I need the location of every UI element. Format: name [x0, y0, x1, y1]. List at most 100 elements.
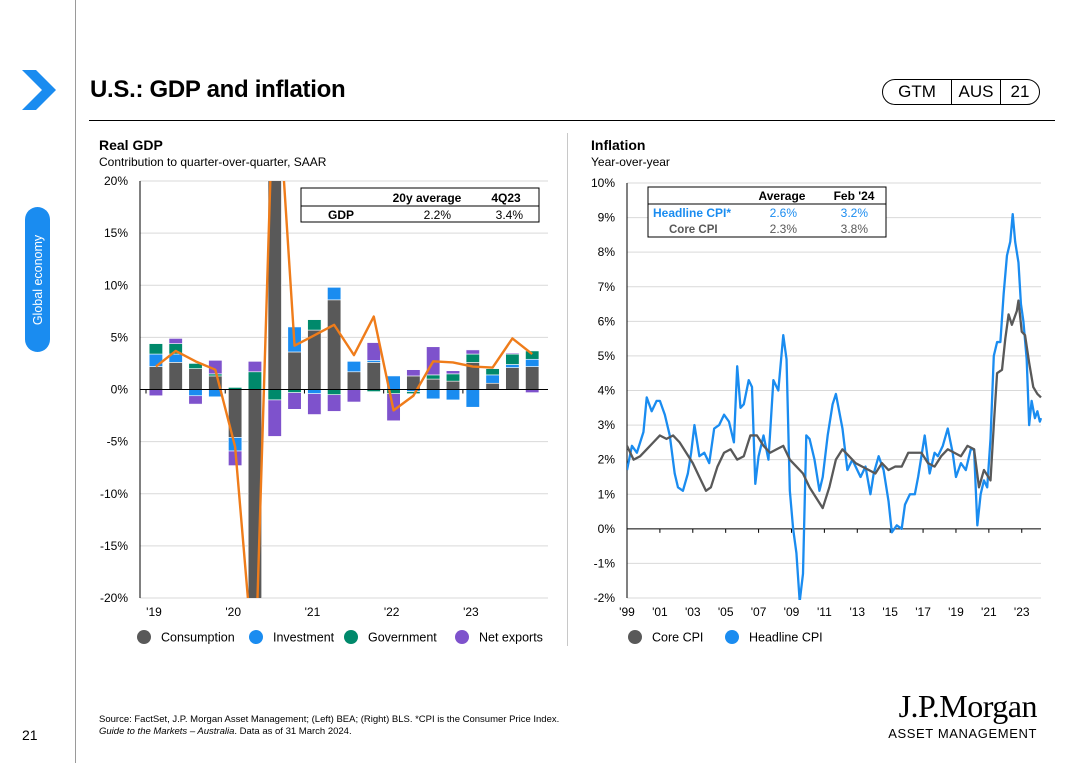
badge-page: 21 [1010, 82, 1030, 101]
inf-y-tick-label: -1% [594, 556, 616, 570]
source-line-1: Source: FactSet, J.P. Morgan Asset Manag… [99, 714, 560, 725]
inf-x-tick-label: '99 [619, 605, 635, 619]
inf-x-tick-label: '19 [948, 605, 964, 619]
bar-net-exports [465, 349, 480, 355]
legend-investment-marker [249, 630, 263, 644]
guide-badge: GTM AUS 21 [882, 79, 1040, 105]
badge-region: AUS [951, 80, 1001, 104]
gdp-y-tick-label: 5% [111, 330, 129, 344]
legend-net-exports-label: Net exports [479, 631, 543, 645]
bar-government [148, 343, 163, 355]
bar-government [188, 363, 203, 369]
gdp-x-tick-label: '23 [463, 605, 479, 619]
headline-cpi-line [627, 212, 1043, 600]
bar-net-exports [445, 370, 461, 375]
inf-y-tick-label: 3% [598, 418, 616, 432]
inf-x-tick-label: '11 [817, 605, 832, 619]
inf-y-tick-label: 1% [598, 487, 616, 501]
inflation-chart-title: Inflation [591, 137, 646, 153]
inf-table-core-average: 2.3% [770, 222, 798, 236]
bar-net-exports [307, 393, 322, 415]
gdp-y-tick-label: -10% [100, 487, 128, 501]
inflation-chart-subtitle: Year-over-year [591, 155, 670, 169]
inf-x-tick-label: '15 [882, 605, 898, 619]
gdp-y-tick-label: -5% [107, 435, 129, 449]
gdp-y-tick-label: 0% [111, 383, 129, 397]
gdp-table-header: 20y average [393, 191, 462, 205]
inf-table-header-feb: Feb '24 [834, 189, 875, 203]
inf-y-tick-label: 4% [598, 384, 616, 398]
inf-x-tick-label: '03 [685, 605, 701, 619]
inf-y-tick-label: 8% [598, 245, 616, 259]
legend-consumption-label: Consumption [161, 631, 235, 645]
legend-government-label: Government [368, 631, 437, 645]
section-side-tab[interactable]: Global economy [25, 207, 50, 352]
logo-wordmark: J.P.Morgan [898, 688, 1038, 724]
gdp-chart-subtitle: Contribution to quarter-over-quarter, SA… [99, 155, 327, 169]
inf-x-tick-label: '23 [1014, 605, 1030, 619]
inf-y-tick-label: 2% [598, 453, 616, 467]
left-margin-rule [75, 0, 76, 763]
inf-x-tick-label: '05 [718, 605, 734, 619]
source-line-2: Guide to the Markets – Australia. Data a… [99, 726, 559, 738]
inf-x-tick-label: '09 [784, 605, 800, 619]
bar-net-exports [505, 352, 520, 355]
legend-core-cpi-marker [628, 630, 642, 644]
source-guide-title: Guide to the Markets – Australia [99, 726, 235, 737]
bar-government [525, 350, 540, 360]
title-rule [89, 120, 1055, 121]
legend-headline-cpi-label: Headline CPI [749, 631, 823, 645]
gdp-y-tick-label: 10% [104, 278, 128, 292]
legend-core-cpi-label: Core CPI [652, 631, 703, 645]
logo-subtitle: ASSET MANAGEMENT [888, 726, 1037, 741]
gdp-bars [148, 181, 540, 598]
inf-table-headline-label: Headline CPI* [653, 206, 731, 220]
bar-net-exports [406, 369, 421, 377]
inf-y-tick-label: 7% [598, 280, 616, 294]
gdp-y-tick-label: -20% [100, 591, 128, 605]
bar-investment [327, 287, 342, 301]
inf-y-tick-label: 6% [598, 314, 616, 328]
inf-table-headline-average: 2.6% [770, 206, 798, 220]
gdp-table-average: 2.2% [424, 208, 452, 222]
core-cpi-line [627, 299, 1042, 510]
bar-net-exports [188, 395, 203, 405]
gdp-chart-title: Real GDP [99, 137, 163, 153]
gdp-table-header: 4Q23 [491, 191, 521, 205]
legend-consumption-marker [137, 630, 151, 644]
gdp-x-tick-label: '20 [225, 605, 241, 619]
page-title: U.S.: GDP and inflation [90, 76, 346, 103]
gdp-table-4q23: 3.4% [496, 208, 524, 222]
inf-x-tick-label: '07 [751, 605, 767, 619]
gdp-x-tick-label: '22 [384, 605, 400, 619]
inf-lines [627, 212, 1043, 600]
inf-table-header-average: Average [759, 189, 806, 203]
gdp-x-tick-label: '19 [146, 605, 162, 619]
bar-investment [346, 361, 361, 373]
gdp-y-tick-label: -15% [100, 539, 128, 553]
inf-y-tick-label: 5% [598, 349, 616, 363]
legend-net-exports-marker [455, 630, 469, 644]
legend-headline-cpi-marker [725, 630, 739, 644]
inf-y-tick-label: -2% [594, 591, 616, 605]
inf-table-core-feb: 3.8% [841, 222, 869, 236]
inf-table-box [647, 186, 887, 238]
bar-net-exports [327, 394, 342, 412]
inf-x-tick-label: '17 [915, 605, 931, 619]
badge-gtm: GTM [898, 82, 936, 101]
inf-table-headline-feb: 3.2% [841, 206, 869, 220]
jpmorgan-logo: J.P.Morgan ASSET MANAGEMENT [888, 688, 1062, 748]
bar-net-exports [247, 361, 262, 373]
chevron-right-icon [22, 70, 56, 110]
legend-investment-label: Investment [273, 631, 335, 645]
gdp-table-row-label: GDP [328, 208, 354, 222]
inf-y-tick-label: 10% [591, 176, 615, 190]
bar-net-exports [168, 338, 183, 344]
gdp-y-tick-label: 15% [104, 226, 128, 240]
bar-government [307, 319, 322, 331]
gdp-x-tick-label: '21 [305, 605, 321, 619]
inf-x-tick-label: '21 [981, 605, 997, 619]
legend-government-marker [344, 630, 358, 644]
